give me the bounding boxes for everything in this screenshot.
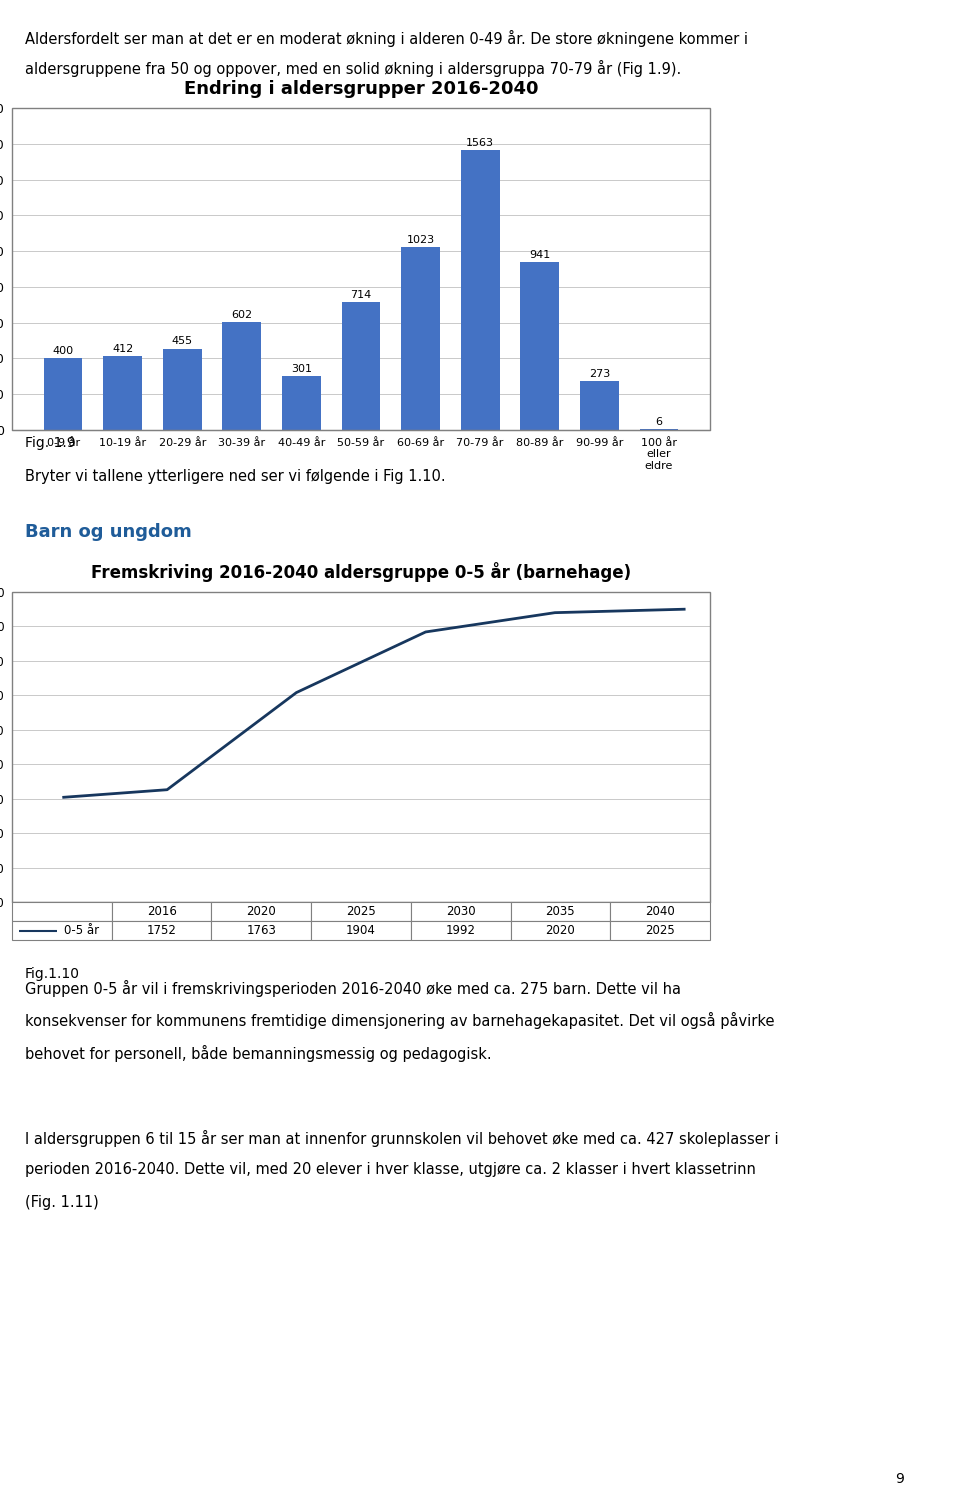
Text: 2025: 2025 bbox=[645, 924, 675, 937]
Text: konsekvenser for kommunens fremtidige dimensjonering av barnehagekapasitet. Det : konsekvenser for kommunens fremtidige di… bbox=[25, 1013, 775, 1029]
Bar bbox=[111, 903, 211, 921]
Bar bbox=[211, 903, 311, 921]
Title: Endring i aldersgrupper 2016-2040: Endring i aldersgrupper 2016-2040 bbox=[183, 80, 539, 98]
Text: 2035: 2035 bbox=[545, 906, 575, 918]
Text: 1904: 1904 bbox=[346, 924, 376, 937]
Text: Barn og ungdom: Barn og ungdom bbox=[25, 523, 192, 541]
Text: 2020: 2020 bbox=[545, 924, 575, 937]
Text: Fig.1.10: Fig.1.10 bbox=[25, 967, 80, 981]
Text: 301: 301 bbox=[291, 365, 312, 374]
Text: behovet for personell, både bemanningsmessig og pedagogisk.: behovet for personell, både bemanningsme… bbox=[25, 1044, 492, 1062]
Text: Gruppen 0-5 år vil i fremskrivingsperioden 2016-2040 øke med ca. 275 barn. Dette: Gruppen 0-5 år vil i fremskrivingsperiod… bbox=[25, 980, 681, 998]
Bar bbox=[282, 377, 321, 429]
Bar bbox=[411, 903, 511, 921]
Bar bbox=[211, 921, 311, 940]
Title: Fremskriving 2016-2040 aldersgruppe 0-5 år (barnehage): Fremskriving 2016-2040 aldersgruppe 0-5 … bbox=[91, 562, 631, 582]
Text: 412: 412 bbox=[112, 344, 133, 354]
Bar bbox=[311, 903, 411, 921]
Bar bbox=[511, 921, 611, 940]
Bar bbox=[44, 359, 83, 429]
Text: 455: 455 bbox=[172, 336, 193, 347]
Bar bbox=[401, 247, 440, 429]
Text: 1563: 1563 bbox=[467, 139, 494, 148]
Text: 602: 602 bbox=[231, 310, 252, 319]
Bar bbox=[611, 903, 710, 921]
Text: Bryter vi tallene ytterligere ned ser vi følgende i Fig 1.10.: Bryter vi tallene ytterligere ned ser vi… bbox=[25, 469, 445, 484]
Bar bbox=[411, 921, 511, 940]
Text: aldersgruppene fra 50 og oppover, med en solid økning i aldersgruppa 70-79 år (F: aldersgruppene fra 50 og oppover, med en… bbox=[25, 60, 682, 77]
Text: (Fig. 1.11): (Fig. 1.11) bbox=[25, 1195, 99, 1210]
Text: perioden 2016-2040. Dette vil, med 20 elever i hver klasse, utgjøre ca. 2 klasse: perioden 2016-2040. Dette vil, med 20 el… bbox=[25, 1162, 756, 1177]
Bar bbox=[511, 903, 611, 921]
Bar bbox=[163, 348, 202, 429]
Text: 2040: 2040 bbox=[645, 906, 675, 918]
Bar bbox=[520, 262, 559, 429]
Bar bbox=[461, 151, 499, 429]
Text: 2016: 2016 bbox=[147, 906, 177, 918]
Text: 1992: 1992 bbox=[445, 924, 476, 937]
Text: 273: 273 bbox=[588, 369, 610, 380]
Text: 9: 9 bbox=[896, 1472, 904, 1486]
Text: Aldersfordelt ser man at det er en moderat økning i alderen 0-49 år. De store øk: Aldersfordelt ser man at det er en moder… bbox=[25, 30, 748, 47]
Text: 2020: 2020 bbox=[247, 906, 276, 918]
Text: 400: 400 bbox=[53, 347, 74, 356]
Text: 941: 941 bbox=[529, 250, 550, 259]
Text: 0-5 år: 0-5 år bbox=[64, 924, 100, 937]
Text: I aldersgruppen 6 til 15 år ser man at innenfor grunnskolen vil behovet øke med : I aldersgruppen 6 til 15 år ser man at i… bbox=[25, 1130, 779, 1147]
Bar bbox=[111, 921, 211, 940]
Bar bbox=[611, 921, 710, 940]
Text: 1763: 1763 bbox=[247, 924, 276, 937]
Bar bbox=[104, 356, 142, 429]
Bar bbox=[12, 921, 111, 940]
Bar bbox=[223, 322, 261, 429]
Text: 2025: 2025 bbox=[347, 906, 376, 918]
Bar bbox=[12, 903, 111, 921]
Bar bbox=[580, 381, 618, 429]
Bar bbox=[342, 303, 380, 429]
Text: 1023: 1023 bbox=[406, 235, 435, 244]
Bar bbox=[311, 921, 411, 940]
Text: 2030: 2030 bbox=[445, 906, 475, 918]
Text: 1752: 1752 bbox=[147, 924, 177, 937]
Text: 6: 6 bbox=[656, 417, 662, 426]
Text: Fig. 1.9: Fig. 1.9 bbox=[25, 436, 76, 449]
Text: 714: 714 bbox=[350, 291, 372, 300]
